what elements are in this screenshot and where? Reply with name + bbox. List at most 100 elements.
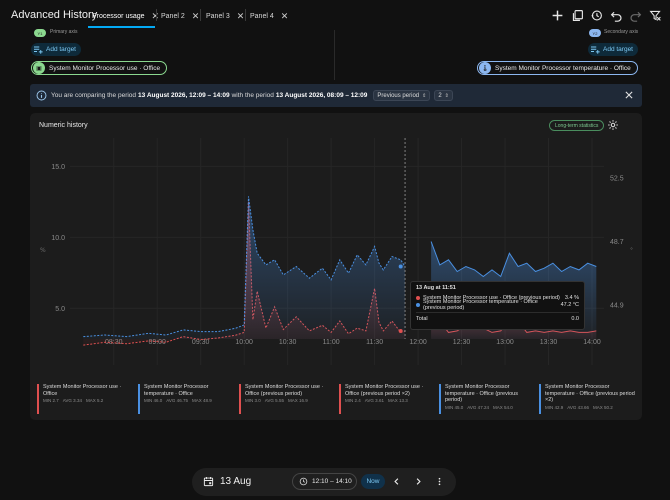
entity-chip-label: System Monitor Processor temperature · O…	[495, 64, 631, 72]
close-icon[interactable]: ✕	[280, 10, 289, 21]
tab-divider	[245, 9, 246, 21]
tooltip-title: 13 Aug at 11:51	[416, 285, 456, 291]
y-left-tick-label: 10.0	[51, 235, 65, 242]
x-tick-label: 13:00	[496, 339, 514, 346]
add-target-button-primary[interactable]: Add target	[31, 43, 81, 56]
series-area	[83, 196, 406, 339]
primary-axis-label: Primary axis	[50, 29, 78, 35]
thermometer-icon: 🌡	[479, 62, 491, 74]
secondary-axis-chip: Y2	[589, 29, 601, 37]
period-count-stepper[interactable]: 2 ⇕	[434, 90, 453, 101]
numeric-history-chart[interactable]: 08:3009:0009:3010:0010:3011:0011:3012:00…	[30, 113, 642, 383]
tooltip-total: Total 0.0	[416, 312, 579, 322]
undo-icon[interactable]	[609, 8, 623, 22]
stepper-arrows-icon: ⇕	[444, 92, 449, 99]
period-select[interactable]: Previous period ⇕	[373, 90, 431, 101]
legend-item[interactable]: System Monitor Processor use · Office (p…	[239, 384, 337, 414]
legend-name: System Monitor Processor temperature · O…	[545, 384, 635, 403]
tooltip-row-label: System Monitor Processor temperature · O…	[423, 298, 538, 311]
temperature-icon: °	[630, 247, 633, 254]
period-count-value: 2	[438, 92, 442, 99]
series-dot	[416, 302, 420, 307]
clock-icon	[299, 477, 308, 486]
close-icon[interactable]: ✕	[236, 10, 245, 21]
close-icon[interactable]: ✕	[152, 11, 160, 22]
legend-item[interactable]: System Monitor Processor use · Office MI…	[37, 384, 135, 414]
series-dot	[416, 295, 420, 300]
x-tick-label: 11:00	[323, 339, 340, 346]
tooltip-row-value: 3.4 %	[564, 294, 579, 301]
time-range-label: 12:10 – 14:10	[312, 478, 352, 485]
comparison-banner: You are comparing the period 13 August 2…	[30, 84, 642, 107]
add-icon[interactable]	[550, 8, 564, 22]
tab-panel-3[interactable]: Panel 3 ✕	[204, 8, 246, 24]
filter-off-icon[interactable]	[648, 8, 662, 22]
gear-icon[interactable]	[607, 119, 619, 131]
top-bar: Advanced History Processor usage ✕ Panel…	[0, 0, 670, 30]
legend-minmax: MIN 3.0 AVG 5.55 MAX 16.9	[245, 398, 308, 403]
percent-icon: %	[40, 247, 46, 254]
y-left-tick-label: 15.0	[51, 164, 65, 171]
x-tick-label: 11:30	[366, 339, 383, 346]
add-target-button-secondary[interactable]: Add target	[588, 43, 638, 56]
date-label[interactable]: 13 Aug	[220, 476, 252, 487]
tab-divider	[200, 9, 201, 21]
redo-icon[interactable]	[628, 8, 642, 22]
add-target-label: Add target	[603, 46, 633, 53]
legend-name: System Monitor Processor use · Office (p…	[245, 384, 324, 397]
cpu-icon: ▣	[33, 62, 45, 74]
chevron-left-icon[interactable]	[391, 476, 402, 487]
legend-name: System Monitor Processor use · Office (p…	[345, 384, 424, 397]
add-list-icon	[34, 46, 43, 54]
legend-minmax: MIN 2.7 AVG 3.34 MAX 5.2	[43, 398, 104, 403]
tooltip-row-label: System Monitor Processor use · Office (p…	[423, 294, 560, 301]
chevron-right-icon[interactable]	[413, 476, 424, 487]
long-term-statistics-button[interactable]: Long-term statistics	[549, 120, 605, 131]
hover-marker	[398, 328, 403, 333]
close-icon[interactable]: ✕	[191, 10, 200, 21]
legend-minmax: MIN 2.4 AVG 3.61 MAX 13.3	[345, 398, 408, 403]
numeric-history-card: Numeric history Long-term statistics 08:…	[30, 113, 642, 420]
tab-label: Panel 2	[161, 12, 185, 20]
banner-period-a: 13 August 2026, 12:09 – 14:09	[138, 92, 230, 99]
calendar-icon[interactable]	[203, 476, 214, 487]
legend-item[interactable]: System Monitor Processor temperature · O…	[539, 384, 637, 414]
x-tick-label: 10:00	[235, 339, 253, 346]
x-tick-label: 12:00	[409, 339, 427, 346]
close-icon[interactable]	[624, 90, 634, 100]
tab-processor-usage[interactable]: Processor usage ✕	[90, 8, 161, 24]
chart-tooltip: 13 Aug at 11:51 System Monitor Processor…	[410, 281, 585, 330]
tooltip-total-label: Total	[416, 316, 428, 322]
time-range-picker[interactable]: 12:10 – 14:10	[292, 473, 357, 490]
y-right-tick-label: 48.7	[610, 239, 624, 246]
y-left-tick-label: 5.0	[55, 306, 65, 313]
banner-period-b: 13 August 2026, 08:09 – 12:09	[275, 92, 368, 99]
legend-item[interactable]: System Monitor Processor temperature · O…	[138, 384, 236, 414]
statistics-legend: System Monitor Processor use · Office MI…	[37, 384, 637, 414]
more-vertical-icon[interactable]	[434, 476, 445, 487]
history-icon[interactable]	[589, 8, 603, 22]
series-line	[83, 196, 406, 338]
tab-label: Panel 3	[206, 12, 230, 20]
entity-chip-label: System Monitor Processor use · Office	[49, 64, 161, 72]
primary-axis-chip: Y1	[34, 29, 46, 37]
tooltip-row-value: 47.2 °C	[560, 301, 579, 308]
banner-prefix: You are comparing the period	[51, 92, 137, 99]
legend-name: System Monitor Processor temperature · O…	[445, 384, 518, 403]
secondary-axis-label: Secondary axis	[604, 29, 639, 35]
x-tick-label: 14:00	[583, 339, 601, 346]
legend-item[interactable]: System Monitor Processor use · Office (p…	[339, 384, 437, 414]
y-right-tick-label: 52.5	[610, 176, 624, 183]
entity-chip-processor-use[interactable]: ▣ System Monitor Processor use · Office	[31, 61, 168, 75]
legend-item[interactable]: System Monitor Processor temperature · O…	[439, 384, 536, 414]
active-tab-indicator	[88, 26, 155, 28]
add-list-icon	[591, 46, 600, 54]
now-button[interactable]: Now	[361, 474, 385, 489]
x-tick-label: 09:30	[192, 339, 210, 346]
legend-minmax: MIN 46.0 AVG 46.75 MAX 48.9	[144, 398, 212, 403]
tab-panel-2[interactable]: Panel 2 ✕	[159, 8, 201, 24]
add-target-label: Add target	[46, 46, 76, 53]
tab-panel-4[interactable]: Panel 4 ✕	[248, 8, 290, 24]
copy-icon[interactable]	[570, 8, 584, 22]
entity-chip-processor-temperature[interactable]: 🌡 System Monitor Processor temperature ·…	[477, 61, 638, 75]
